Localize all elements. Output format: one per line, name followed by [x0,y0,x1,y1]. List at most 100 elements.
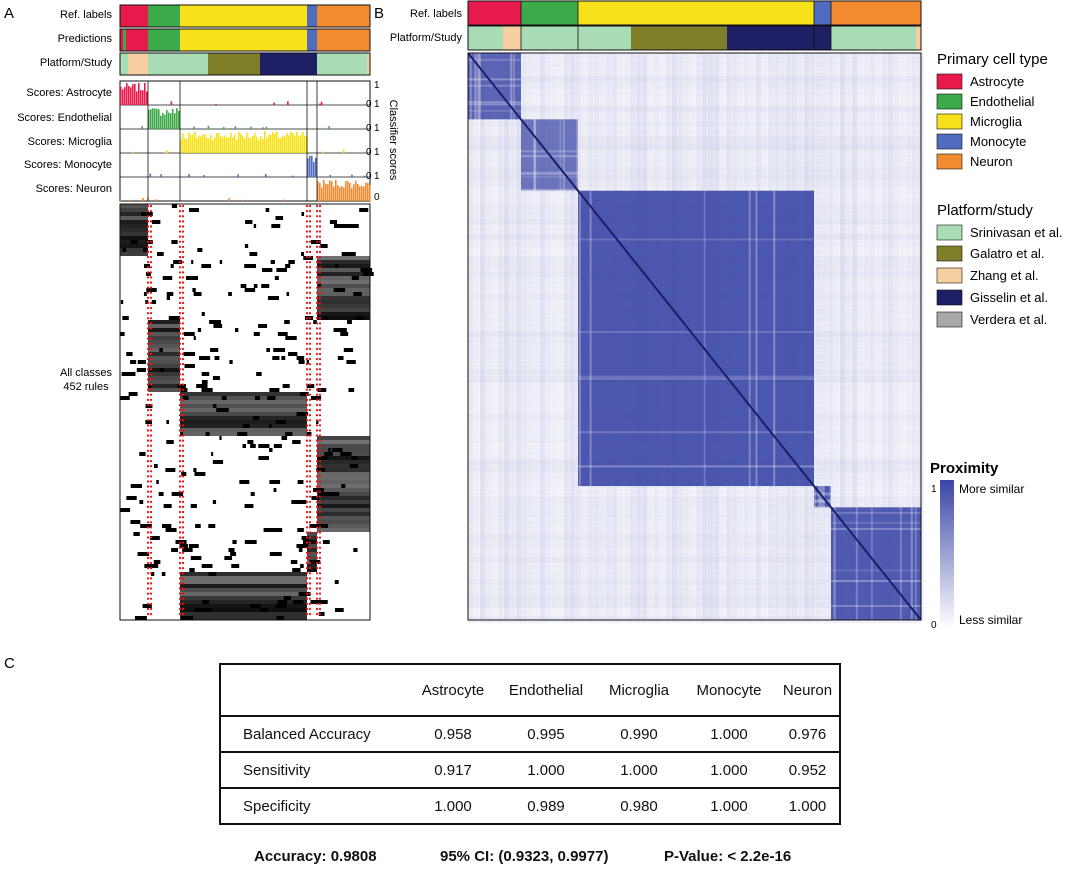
a-tick-1-neuron: 1 [374,171,380,182]
svg-text:Gisselin et al.: Gisselin et al. [970,290,1048,305]
svg-text:Microglia: Microglia [970,114,1023,129]
panel-label-c: C [4,655,15,672]
table-row-sensitivity: Sensitivity 0.917 1.000 1.000 1.000 0.95… [220,752,840,788]
legend-item-astrocyte: Astrocyte [936,73,1024,90]
table-cell: 1.000 [710,761,748,779]
a-tick-1-endo: 1 [374,99,380,110]
a-tick-0-micro: 0 [366,147,372,158]
table-row-balanced-accuracy: Balanced Accuracy 0.958 0.995 0.990 1.00… [220,716,840,752]
row-label: Specificity [243,797,311,815]
table-cell: 0.952 [788,761,827,779]
row-label: Sensitivity [243,761,311,779]
legend-item-galatro: Galatro et al. [936,245,1044,262]
proximity-min-tick: 0 [931,620,937,631]
b-ref-labels-bar [467,0,922,26]
table-cell: 0.989 [527,797,565,815]
table-cell: 1.000 [710,725,748,743]
legend-item-verdera: Verdera et al. [936,311,1047,328]
metrics-corner [220,664,410,717]
legend-item-endothelial: Endothelial [936,93,1034,110]
metrics-header-row: Astrocyte Endothelial Microglia Monocyte… [220,664,840,717]
svg-text:Srinivasan et al.: Srinivasan et al. [970,225,1063,240]
table-cell: 0.990 [620,725,658,743]
svg-text:Endothelial: Endothelial [970,94,1034,109]
table-cell: 1.000 [434,797,472,815]
a-ref-labels-label: Ref. labels [60,9,112,21]
b-ref-labels-label: Ref. labels [410,8,462,20]
proximity-high-label: More similar [959,482,1024,496]
a-score-ticks: 1 0 1 0 1 0 1 0 1 0 [366,80,380,203]
confidence-interval: 95% CI: (0.9323, 0.9977) [440,848,609,865]
a-tick-0-endo: 0 [366,123,372,134]
a-tick-0-astro: 0 [366,99,372,110]
b-platform-bar [467,25,922,51]
table-cell: 1.000 [620,761,658,779]
panel-label-a: A [4,5,14,22]
svg-text:Zhang et al.: Zhang et al. [970,268,1039,283]
a-score-neuron-label: Scores: Neuron [36,183,112,195]
a-tick-1-astro: 1 [374,80,380,91]
row-label: Balanced Accuracy [243,725,371,743]
b-platform-label: Platform/Study [390,32,463,44]
col-neuron: Neuron [776,664,840,717]
svg-text:Verdera et al.: Verdera et al. [970,312,1047,327]
a-score-monocyte-label: Scores: Monocyte [24,159,112,171]
panel-b: Ref. labels Platform/Study [390,0,1063,631]
table-cell: 0.980 [620,797,658,815]
a-score-microglia-label: Scores: Microglia [28,136,113,148]
legend-celltype: Astrocyte Endothelial Microglia Monocyte… [936,73,1034,170]
col-astrocyte: Astrocyte [410,664,496,717]
b-proximity-heatmap [467,52,924,624]
a-classifier-scores-title: Classifier scores [387,100,399,181]
col-monocyte: Monocyte [682,664,776,717]
proximity-max-tick: 1 [931,484,937,495]
table-cell: 0.995 [527,725,565,743]
a-scores [119,80,371,202]
proximity-low-label: Less similar [959,613,1022,627]
svg-text:Astrocyte: Astrocyte [970,74,1024,89]
metrics-table: Astrocyte Endothelial Microglia Monocyte… [219,663,841,825]
table-cell: 0.917 [434,761,472,779]
a-score-astrocyte-label: Scores: Astrocyte [26,87,112,99]
legend-item-gisselin: Gisselin et al. [936,289,1048,306]
table-cell: 1.000 [527,761,565,779]
a-predictions-bar [119,28,371,52]
a-tick-0-mono: 0 [366,171,372,182]
table-cell: 1.000 [710,797,748,815]
legend-platform: Srinivasan et al. Galatro et al. Zhang e… [936,224,1063,328]
a-rules-heatmap [119,203,374,621]
legend-platform-title: Platform/study [937,202,1033,219]
a-all-classes-label: All classes [60,367,112,379]
a-rule-count-label: 452 rules [63,381,109,393]
col-endothelial: Endothelial [496,664,596,717]
svg-text:Galatro et al.: Galatro et al. [970,246,1044,261]
a-predictions-label: Predictions [58,33,113,45]
svg-text:Monocyte: Monocyte [970,134,1026,149]
p-value: P-Value: < 2.2e-16 [664,848,792,865]
legend-item-microglia: Microglia [936,113,1023,130]
panel-a: Ref. labels Predictions Platform/Study [17,4,399,621]
legend-item-srinivasan: Srinivasan et al. [936,224,1063,241]
col-microglia: Microglia [596,664,682,717]
a-tick-1-micro: 1 [374,123,380,134]
table-row-specificity: Specificity 1.000 0.989 0.980 1.000 1.00… [220,788,840,824]
table-cell: 0.958 [434,725,472,743]
a-platform-bar [119,52,371,76]
table-cell: 1.000 [788,797,827,815]
table-cell: 0.976 [788,725,827,743]
a-tick-0-neuron: 0 [374,192,380,203]
legend-item-zhang: Zhang et al. [936,267,1039,284]
legend-celltype-title: Primary cell type [937,51,1048,68]
svg-text:Neuron: Neuron [970,154,1013,169]
a-tick-1-mono: 1 [374,147,380,158]
panel-label-b: B [374,5,384,22]
a-ref-labels-bar [119,4,371,28]
legend-item-monocyte: Monocyte [936,133,1026,150]
accuracy-summary: Accuracy: 0.9808 [254,848,377,865]
proximity-colorbar [940,480,954,628]
a-platform-label: Platform/Study [40,57,113,69]
a-score-endothelial-label: Scores: Endothelial [17,112,112,124]
proximity-title: Proximity [930,460,999,477]
legend-item-neuron: Neuron [936,153,1013,170]
